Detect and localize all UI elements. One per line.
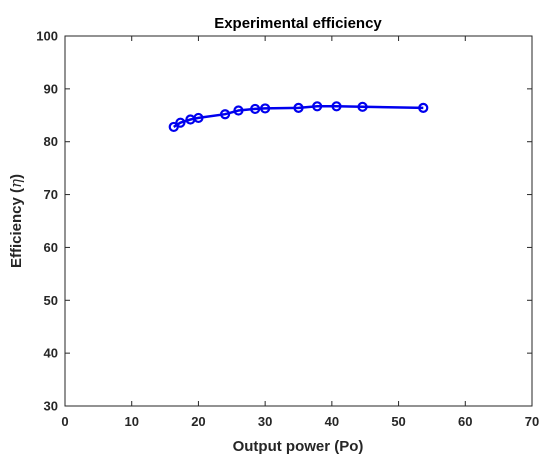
- series-line: [173, 105, 424, 128]
- y-axis-title-main: Efficiency (: [8, 188, 25, 268]
- x-tick-label: 70: [525, 414, 539, 429]
- data-point: [193, 112, 204, 124]
- y-axis-title-close: ): [8, 174, 25, 179]
- plot-area: [64, 35, 533, 407]
- data-point: [418, 102, 429, 113]
- x-tick-label: 60: [458, 414, 472, 429]
- y-tick-label: 100: [36, 29, 58, 44]
- y-tick-label: 30: [44, 399, 58, 414]
- data-point: [260, 103, 271, 114]
- data-point: [250, 103, 261, 115]
- x-tick-label: 40: [325, 414, 339, 429]
- data-point: [293, 102, 304, 113]
- x-tick-label: 20: [191, 414, 205, 429]
- y-axis-title: Efficiency (η): [7, 174, 25, 268]
- data-point: [220, 109, 231, 120]
- x-tick-label: 50: [391, 414, 405, 429]
- x-tick-label: 10: [124, 414, 138, 429]
- data-point: [312, 101, 323, 112]
- y-tick-label: 90: [44, 81, 58, 96]
- data-point: [331, 101, 342, 112]
- y-axis-title-symbol: η: [7, 179, 25, 188]
- data-point: [175, 117, 186, 128]
- data-point: [233, 105, 244, 116]
- y-tick-label: 80: [44, 134, 58, 149]
- y-tick-label: 60: [44, 240, 58, 255]
- data-point: [357, 101, 368, 112]
- y-tick-label: 40: [44, 346, 58, 361]
- x-axis-title: Output power (Po): [233, 438, 364, 455]
- y-tick-label: 70: [44, 187, 58, 202]
- y-tick-label: 50: [44, 293, 58, 308]
- x-tick-label: 0: [61, 414, 68, 429]
- chart-title: Experimental efficiency: [214, 15, 382, 32]
- x-tick-label: 30: [258, 414, 272, 429]
